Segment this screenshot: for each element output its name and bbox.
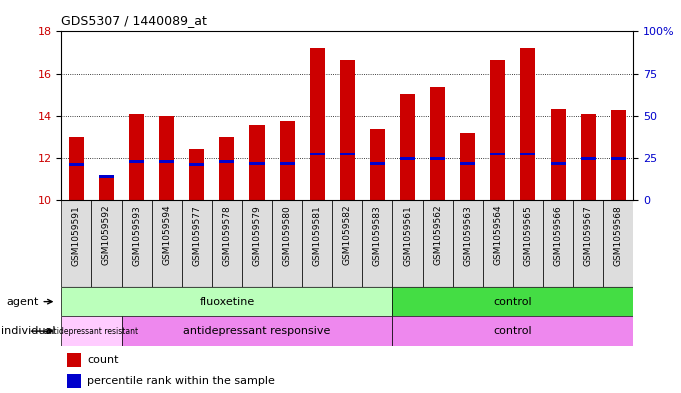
Text: antidepressant resistant: antidepressant resistant	[44, 327, 138, 336]
Bar	[129, 114, 144, 200]
Bar	[91, 200, 121, 287]
Bar	[67, 374, 81, 388]
Bar	[490, 152, 505, 155]
Bar	[61, 287, 392, 316]
Bar	[460, 162, 475, 165]
Bar	[182, 200, 212, 287]
Bar	[249, 125, 264, 200]
Text: GSM1059581: GSM1059581	[313, 205, 321, 266]
Bar	[280, 121, 295, 200]
Bar	[69, 163, 84, 166]
Bar	[392, 200, 423, 287]
Bar	[280, 162, 295, 165]
Bar	[67, 353, 81, 367]
Bar	[310, 152, 325, 155]
Text: GSM1059564: GSM1059564	[493, 205, 503, 265]
Bar	[520, 152, 535, 155]
Bar	[159, 116, 174, 200]
Bar	[362, 200, 392, 287]
Text: individual: individual	[1, 326, 56, 336]
Bar	[212, 200, 242, 287]
Text: GSM1059562: GSM1059562	[433, 205, 442, 265]
Text: GSM1059567: GSM1059567	[584, 205, 592, 266]
Text: control: control	[494, 326, 533, 336]
Bar	[460, 133, 475, 200]
Bar	[310, 48, 325, 200]
Bar	[370, 162, 385, 165]
Bar	[152, 200, 182, 287]
Bar	[581, 114, 596, 200]
Text: GSM1059592: GSM1059592	[102, 205, 111, 265]
Text: GSM1059591: GSM1059591	[72, 205, 81, 266]
Text: GDS5307 / 1440089_at: GDS5307 / 1440089_at	[61, 15, 207, 28]
Bar	[581, 157, 596, 160]
Bar	[340, 152, 355, 155]
Bar	[99, 176, 114, 200]
Bar	[340, 60, 355, 200]
Bar	[430, 157, 445, 160]
Bar	[219, 137, 234, 200]
Bar	[513, 200, 543, 287]
Bar	[242, 200, 272, 287]
Text: GSM1059583: GSM1059583	[373, 205, 382, 266]
Bar	[249, 162, 264, 165]
Bar	[99, 175, 114, 178]
Text: GSM1059561: GSM1059561	[403, 205, 412, 266]
Text: count: count	[87, 355, 118, 365]
Bar	[219, 160, 234, 163]
Text: control: control	[494, 297, 533, 307]
Bar	[520, 48, 535, 200]
Text: fluoxetine: fluoxetine	[200, 297, 255, 307]
Text: GSM1059578: GSM1059578	[223, 205, 232, 266]
Bar	[129, 160, 144, 163]
Text: agent: agent	[6, 297, 52, 307]
Text: GSM1059579: GSM1059579	[253, 205, 262, 266]
Text: GSM1059580: GSM1059580	[283, 205, 291, 266]
Text: GSM1059565: GSM1059565	[524, 205, 533, 266]
Bar	[159, 160, 174, 163]
Bar	[61, 316, 121, 346]
Text: GSM1059563: GSM1059563	[463, 205, 472, 266]
Text: GSM1059566: GSM1059566	[554, 205, 563, 266]
Text: percentile rank within the sample: percentile rank within the sample	[87, 376, 275, 386]
Bar	[400, 157, 415, 160]
Text: GSM1059582: GSM1059582	[343, 205, 352, 265]
Text: GSM1059593: GSM1059593	[132, 205, 141, 266]
Bar	[611, 157, 626, 160]
Bar	[121, 316, 392, 346]
Bar	[611, 110, 626, 200]
Text: antidepressant responsive: antidepressant responsive	[183, 326, 331, 336]
Bar	[400, 94, 415, 200]
Bar	[543, 200, 573, 287]
Bar	[550, 108, 566, 200]
Bar	[69, 137, 84, 200]
Bar	[272, 200, 302, 287]
Bar	[392, 316, 633, 346]
Text: GSM1059568: GSM1059568	[614, 205, 623, 266]
Bar	[392, 287, 633, 316]
Bar	[490, 60, 505, 200]
Bar	[189, 149, 204, 200]
Bar	[430, 87, 445, 200]
Bar	[302, 200, 332, 287]
Bar	[423, 200, 453, 287]
Bar	[573, 200, 603, 287]
Text: GSM1059594: GSM1059594	[162, 205, 171, 265]
Bar	[189, 163, 204, 166]
Bar	[483, 200, 513, 287]
Bar	[550, 162, 566, 165]
Bar	[61, 200, 91, 287]
Text: GSM1059577: GSM1059577	[192, 205, 202, 266]
Bar	[121, 200, 152, 287]
Bar	[453, 200, 483, 287]
Bar	[603, 200, 633, 287]
Bar	[370, 129, 385, 200]
Bar	[332, 200, 362, 287]
